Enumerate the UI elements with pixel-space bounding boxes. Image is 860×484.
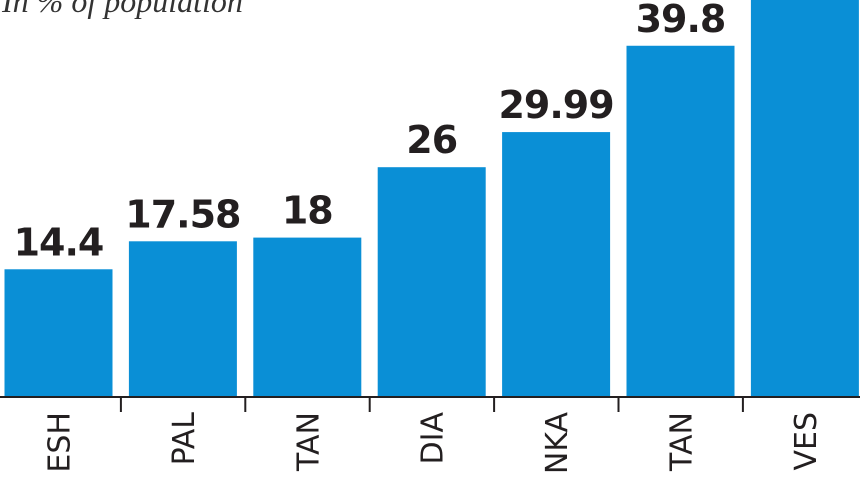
x-tick-label: ESH <box>43 412 78 473</box>
value-label: 29.99 <box>498 83 613 127</box>
value-label: 14.4 <box>14 220 104 264</box>
bar <box>4 269 113 396</box>
bar <box>750 0 859 397</box>
x-tick-label: PAL <box>167 412 202 466</box>
x-tick-label: TAN <box>665 412 700 472</box>
value-label: 17.58 <box>125 192 240 236</box>
x-tick-label: DIA <box>416 412 451 465</box>
x-tick-label: NKA <box>540 412 575 475</box>
value-label: 26 <box>406 118 457 162</box>
bar <box>502 132 611 396</box>
value-label: 18 <box>282 189 333 233</box>
x-tick-label: TAN <box>291 412 326 472</box>
bar <box>626 45 735 396</box>
bar <box>253 237 362 396</box>
bar <box>377 167 486 396</box>
value-label: 39.8 <box>636 0 726 41</box>
x-tick-label: VES <box>789 412 824 471</box>
bar <box>128 241 237 396</box>
chart-title: In % of population <box>1 0 243 19</box>
